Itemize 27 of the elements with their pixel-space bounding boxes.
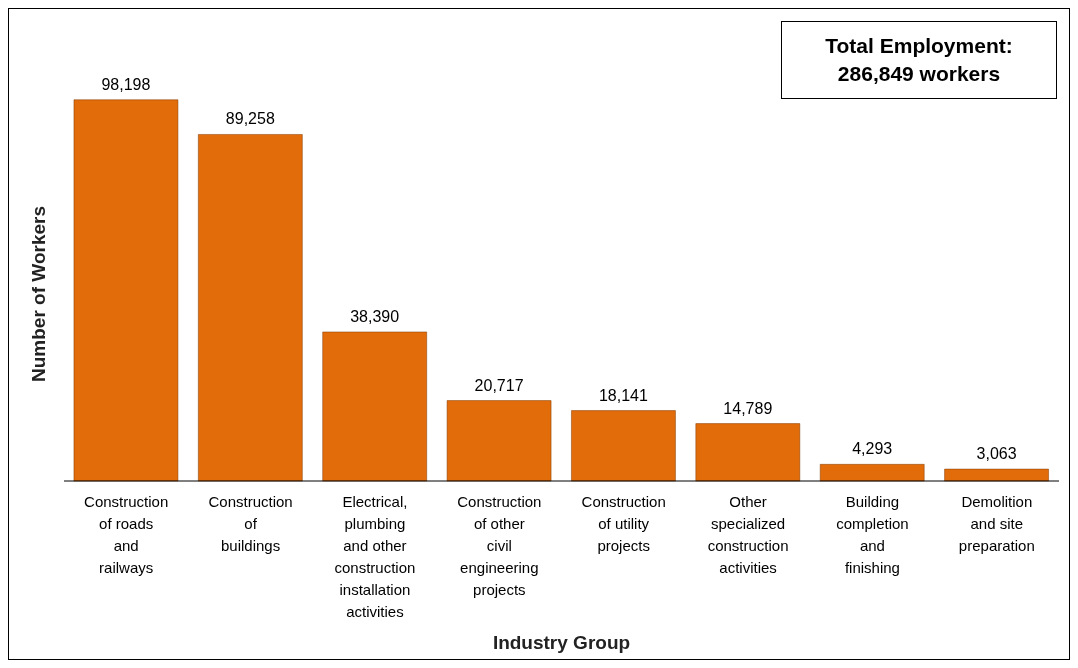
x-tick-label: Building completion and finishing (836, 493, 909, 576)
x-tick-label: Construction of utility projects (581, 493, 666, 554)
bar (819, 464, 925, 482)
data-label: 98,198 (101, 75, 151, 93)
text: Total Employment: 286,849 workers (781, 21, 1057, 99)
x-tick-label: Construction of other civil engineering projects (457, 493, 542, 598)
y-axis-title: Number of Workers (28, 206, 50, 382)
bar (571, 410, 676, 482)
x-tick-label: Electrical, plumbing and other construction installation activities (334, 493, 416, 620)
bar (73, 99, 179, 482)
data-label: 38,390 (350, 307, 400, 325)
data-label: 4,293 (852, 440, 893, 458)
bar (695, 423, 801, 482)
data-label: 18,141 (598, 386, 649, 404)
bar (322, 331, 427, 482)
bar (944, 468, 1049, 482)
x-tick-label: Construction of roads and railways (84, 493, 169, 576)
x-tick-label: Construction of buildings (208, 493, 293, 554)
bar (446, 400, 552, 482)
x-tick-label: Demolition and site preparation (958, 493, 1035, 554)
data-label: 3,063 (976, 445, 1017, 463)
data-label: 14,789 (723, 399, 773, 417)
bar (198, 134, 303, 482)
x-axis-title: Industry Group (492, 632, 631, 653)
data-label: 89,258 (225, 110, 275, 128)
data-label: 20,717 (474, 376, 524, 394)
x-tick-label: Other specialized construction activities (707, 493, 789, 576)
